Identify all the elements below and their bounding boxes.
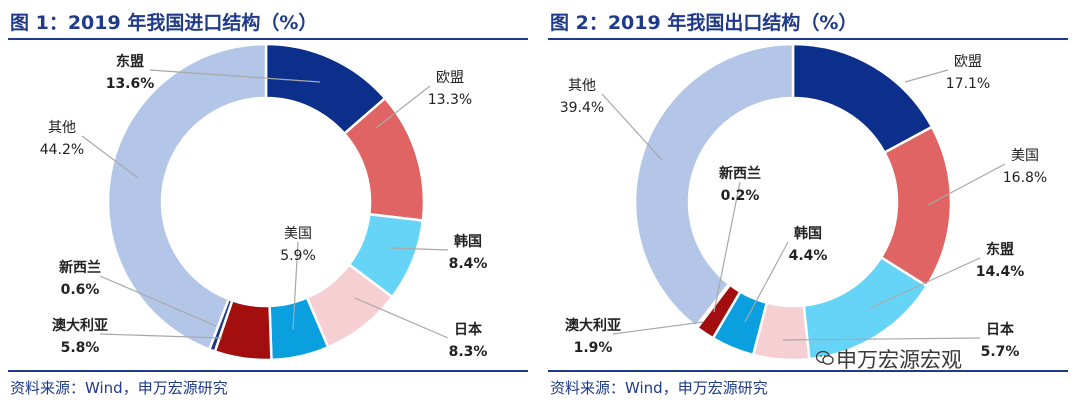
slice-label-name: 其他 bbox=[568, 78, 596, 94]
slice-label-name: 韩国 bbox=[454, 233, 482, 250]
source-rule bbox=[8, 370, 528, 372]
leader-line bbox=[99, 275, 217, 327]
wechat-icon bbox=[816, 350, 834, 365]
leader-line bbox=[744, 241, 789, 323]
leader-line bbox=[149, 69, 321, 83]
import-chart-source: 资料来源：Wind，申万宏源研究 bbox=[10, 379, 228, 397]
slice-label-name: 新西兰 bbox=[59, 259, 101, 276]
slice-label-value: 1.9% bbox=[574, 340, 613, 356]
slice-美国 bbox=[879, 125, 953, 288]
leader-line bbox=[292, 241, 299, 331]
leader-line bbox=[904, 69, 949, 83]
slice-欧盟 bbox=[791, 42, 934, 155]
export-donut-chart: 欧盟 17.1% 美国 16.8% 东盟 14.4% 日本 5.7% 韩国 4.4% 澳大利亚 1.9… bbox=[560, 42, 1047, 362]
slice-label-value: 0.6% bbox=[61, 282, 100, 298]
title-rule bbox=[8, 38, 528, 40]
slice-其他 bbox=[106, 42, 268, 352]
slice-label-value: 0.2% bbox=[721, 188, 760, 204]
slice-label-value: 5.8% bbox=[61, 340, 100, 356]
import-chart-panel: 图 1：2019 年我国进口结构（%） 东盟 13.6% 欧盟 13.3% 韩国 8.4%… bbox=[8, 12, 528, 397]
slice-label-value: 8.4% bbox=[449, 256, 488, 272]
export-chart-source: 资料来源：Wind，申万宏源研究 bbox=[550, 379, 768, 397]
slice-label-name: 欧盟 bbox=[436, 70, 464, 86]
leader-line bbox=[389, 247, 449, 251]
export-chart-panel: 图 2：2019 年我国出口结构（%） 欧盟 17.1% 美国 16.8% 东盟 14.4… bbox=[540, 0, 1080, 409]
slice-label-name: 韩国 bbox=[794, 225, 822, 242]
slice-label-name: 澳大利亚 bbox=[565, 317, 621, 334]
slice-label-name: 其他 bbox=[48, 120, 76, 136]
export-chart-title: 图 2：2019 年我国出口结构（%） bbox=[550, 12, 858, 34]
leader-line bbox=[601, 93, 663, 161]
leader-line bbox=[354, 297, 449, 339]
slice-label-name: 美国 bbox=[284, 226, 312, 242]
slice-label-value: 8.3% bbox=[449, 344, 488, 360]
slice-label-name: 东盟 bbox=[116, 53, 144, 70]
slice-label-value: 17.1% bbox=[946, 76, 990, 92]
title-rule bbox=[548, 38, 1068, 40]
slice-label-value: 4.4% bbox=[789, 248, 828, 264]
leader-line bbox=[927, 163, 1006, 206]
slice-label-name: 澳大利亚 bbox=[52, 317, 108, 334]
leader-line bbox=[782, 337, 981, 341]
watermark: 申万宏源宏观 bbox=[836, 348, 962, 372]
slice-label-name: 日本 bbox=[986, 321, 1015, 338]
leader-line bbox=[99, 333, 223, 339]
slice-label-value: 13.3% bbox=[428, 92, 472, 108]
slice-label-value: 5.9% bbox=[280, 248, 316, 264]
slice-label-value: 44.2% bbox=[40, 142, 84, 158]
leader-line bbox=[713, 181, 741, 313]
import-chart-title: 图 1：2019 年我国进口结构（%） bbox=[10, 12, 318, 34]
slice-label-value: 39.4% bbox=[560, 100, 604, 116]
slice-label-name: 东盟 bbox=[986, 241, 1014, 258]
leader-line bbox=[81, 135, 139, 179]
source-rule bbox=[548, 370, 1068, 372]
leader-line bbox=[375, 85, 431, 129]
leader-line bbox=[869, 257, 981, 309]
leader-line bbox=[612, 321, 704, 335]
slice-label-value: 14.4% bbox=[976, 264, 1025, 280]
import-donut-chart: 东盟 13.6% 欧盟 13.3% 韩国 8.4% 日本 8.3% 美国 5.9% 澳大利亚 5.8%… bbox=[40, 42, 488, 362]
slice-其他 bbox=[633, 42, 795, 329]
slice-label-value: 16.8% bbox=[1003, 170, 1047, 186]
slice-label-value: 5.7% bbox=[981, 344, 1020, 360]
slice-label-name: 新西兰 bbox=[719, 165, 761, 182]
slice-label-name: 日本 bbox=[454, 321, 483, 338]
slice-label-name: 美国 bbox=[1011, 148, 1039, 164]
slice-label-name: 欧盟 bbox=[954, 54, 982, 70]
slice-label-value: 13.6% bbox=[106, 76, 155, 92]
